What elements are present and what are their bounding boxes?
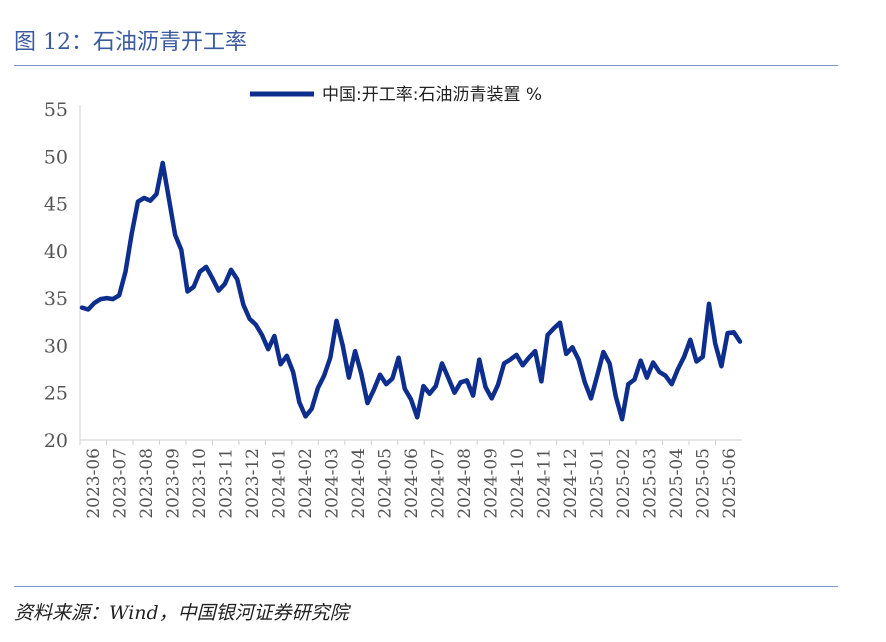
y-tick-label: 55 — [44, 99, 68, 121]
x-tick-label: 2024-10 — [508, 448, 528, 519]
x-tick-label: 2024-03 — [323, 448, 343, 519]
x-tick-label: 2025-04 — [667, 448, 687, 519]
chart-legend: 中国:开工率:石油沥青装置 % — [250, 85, 542, 105]
y-tick-label: 35 — [44, 288, 68, 310]
legend-label: 中国:开工率:石油沥青装置 % — [322, 85, 542, 105]
x-tick-label: 2024-04 — [349, 448, 369, 519]
y-tick-label: 40 — [44, 241, 68, 263]
x-axis: 2023-06 2023-07 2023-08 2023-09 2023-10 2023-… — [79, 439, 742, 519]
y-tick-label: 25 — [44, 383, 68, 405]
y-tick-label: 30 — [44, 335, 68, 357]
y-tick-label: 20 — [44, 430, 68, 452]
x-tick-label: 2025-06 — [720, 448, 740, 519]
x-tick-label: 2023-08 — [137, 448, 157, 519]
y-axis: 20 25 30 35 40 45 50 55 — [44, 99, 81, 452]
x-tick-label: 2024-11 — [534, 448, 554, 519]
x-tick-label: 2023-07 — [111, 448, 131, 519]
x-tick-label: 2024-06 — [402, 448, 422, 519]
x-tick-label: 2025-01 — [587, 448, 607, 519]
x-tick-label: 2023-12 — [243, 448, 263, 519]
title-divider — [14, 65, 838, 66]
x-tick-label: 2024-02 — [296, 448, 316, 519]
x-tick-label: 2023-10 — [190, 448, 210, 519]
source-note: 资料来源：Wind，中国银河证券研究院 — [14, 602, 349, 624]
y-tick-label: 45 — [44, 194, 68, 216]
source-divider — [14, 586, 838, 587]
x-tick-label: 2024-09 — [481, 448, 501, 519]
series-line — [79, 160, 743, 422]
y-tick-label: 50 — [44, 146, 68, 168]
x-tick-label: 2024-05 — [376, 448, 396, 519]
x-tick-label: 2024-07 — [428, 448, 448, 519]
x-tick-label: 2023-09 — [164, 448, 184, 519]
x-tick-label: 2025-03 — [640, 448, 660, 519]
x-tick-label: 2024-08 — [455, 448, 475, 519]
x-tick-label: 2024-12 — [561, 448, 581, 519]
x-tick-label: 2025-05 — [693, 448, 713, 519]
x-tick-label: 2025-02 — [614, 448, 634, 519]
x-tick-label: 2024-01 — [270, 448, 290, 519]
figure-title: 图 12：石油沥青开工率 — [14, 30, 247, 55]
x-tick-label: 2023-06 — [84, 448, 104, 519]
x-tick-label: 2023-11 — [217, 448, 237, 519]
series-layer — [79, 160, 743, 422]
